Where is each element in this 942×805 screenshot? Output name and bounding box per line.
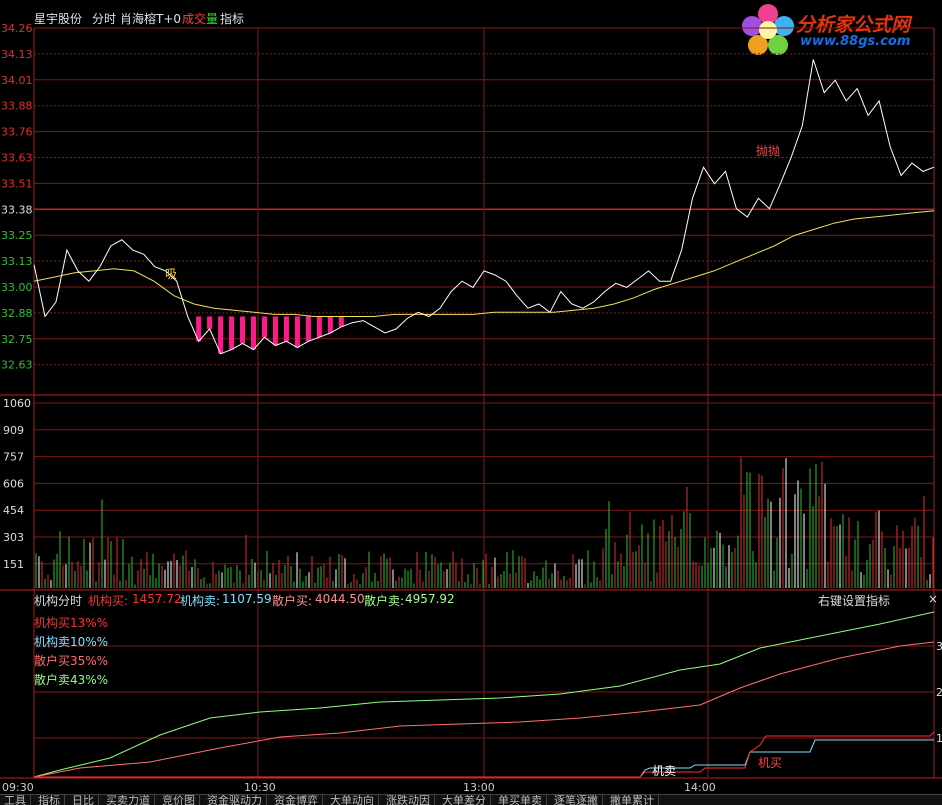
inst-buy-line bbox=[34, 731, 935, 778]
bottom-tab[interactable]: 逐笔逐撇 bbox=[550, 795, 603, 805]
bottom-tab-bar: 工具 指标 日比 买卖力道 竞价图 资金驱动力 资金博弈 大单动向 涨跌动因 大单差分 单买单卖 逐笔… bbox=[0, 794, 942, 805]
x-axis-label: 13:00 bbox=[463, 781, 495, 794]
inst-buy-label: 机构买: bbox=[88, 594, 129, 608]
price-y-label: 32.63 bbox=[1, 359, 33, 372]
bottom-tab[interactable]: 竞价图 bbox=[158, 795, 200, 805]
volume-label-b[interactable]: 量 bbox=[206, 12, 219, 26]
retail-sell-line bbox=[33, 611, 935, 778]
price-y-label: 33.38 bbox=[1, 203, 33, 216]
price-y-label: 33.88 bbox=[1, 100, 33, 113]
retail-buy-value: 4044.50 bbox=[315, 592, 365, 606]
indicator-title: 机构分时 bbox=[34, 594, 83, 608]
right-click-settings[interactable]: 右键设置指标 bbox=[818, 594, 891, 608]
indicator-lines bbox=[33, 611, 935, 778]
price-y-label: 33.51 bbox=[1, 177, 33, 190]
volume-y-label: 303 bbox=[3, 531, 24, 544]
bottom-tab[interactable]: 工具 bbox=[0, 795, 31, 805]
stock-name: 星宇股份 bbox=[34, 12, 83, 26]
mode-label[interactable]: 分时 bbox=[92, 12, 117, 26]
indicator-header: 机构分时 机构买: 1457.72 机构卖: 1107.59 散户买: 4044… bbox=[0, 592, 942, 608]
price-y-label: 33.63 bbox=[1, 152, 33, 165]
legend-retail-sell: 散户卖43%% bbox=[34, 673, 109, 687]
indicator-y-label: 3 bbox=[936, 640, 942, 653]
inst-sell-line bbox=[34, 739, 934, 778]
volume-y-label: 606 bbox=[3, 477, 24, 490]
indicator-y-label: 1 bbox=[936, 732, 942, 745]
legend-retail-buy: 散户买35%% bbox=[34, 654, 109, 668]
volume-y-label: 1060 bbox=[3, 397, 31, 410]
bottom-tab[interactable]: 指标 bbox=[34, 795, 65, 805]
bottom-tab[interactable]: 撇单累计 bbox=[606, 795, 659, 805]
retail-buy-label: 散户买: bbox=[272, 594, 313, 608]
price-y-label: 33.13 bbox=[1, 255, 33, 268]
bottom-tab[interactable]: 单买单卖 bbox=[494, 795, 547, 805]
tab-indicator[interactable]: 指标 bbox=[220, 12, 245, 26]
price-y-label: 34.13 bbox=[1, 48, 33, 61]
price-y-label: 33.76 bbox=[1, 126, 33, 139]
bottom-tab[interactable]: 涨跌动因 bbox=[382, 795, 435, 805]
price-y-labels: 34.26 34.13 34.01 33.88 33.76 33.63 33.51 33.38… bbox=[1, 22, 33, 372]
retail-buy-line bbox=[33, 641, 935, 778]
price-area-fill bbox=[196, 316, 344, 354]
inst-sell-value: 1107.59 bbox=[222, 592, 272, 606]
chart-header: 星宇股份 分时 肖海榕T+0 成交 量 指标 bbox=[0, 0, 942, 28]
bottom-tab[interactable]: 买卖力道 bbox=[102, 795, 155, 805]
logo-title: 分析家公式网 bbox=[796, 14, 911, 36]
retail-sell-label: 散户卖: bbox=[364, 594, 405, 608]
bottom-tab[interactable]: 资金博弈 bbox=[270, 795, 323, 805]
volume-y-label: 909 bbox=[3, 424, 24, 437]
annotation-sell: 抛抛 bbox=[756, 143, 780, 158]
volume-y-label: 757 bbox=[3, 451, 24, 464]
x-axis-label: 14:00 bbox=[684, 781, 716, 794]
grid bbox=[0, 27, 942, 779]
volume-y-label: 151 bbox=[3, 558, 24, 571]
volume-y-labels: 1060 909 757 606 454 303 151 3 2 1 bbox=[3, 397, 942, 745]
indicator-y-label: 2 bbox=[936, 686, 942, 699]
price-y-label: 32.75 bbox=[1, 333, 33, 346]
price-y-label: 32.88 bbox=[1, 307, 33, 320]
close-icon[interactable]: × bbox=[928, 592, 939, 606]
bottom-tab[interactable]: 大单差分 bbox=[438, 795, 491, 805]
inst-sell-label: 机构卖: bbox=[180, 594, 221, 608]
volume-label-a[interactable]: 成交 bbox=[182, 12, 207, 26]
x-axis-label: 09:30 bbox=[2, 781, 34, 794]
x-axis-label: 10:30 bbox=[244, 781, 276, 794]
bottom-tab[interactable]: 大单动向 bbox=[326, 795, 379, 805]
bottom-tab[interactable]: 资金驱动力 bbox=[203, 795, 267, 805]
price-y-label: 33.00 bbox=[1, 281, 33, 294]
inst-buy-value: 1457.72 bbox=[132, 592, 182, 606]
legend-inst-buy: 机构买13%% bbox=[34, 616, 109, 630]
price-y-label: 33.25 bbox=[1, 229, 33, 242]
price-line bbox=[33, 59, 935, 355]
site-logo: 分析家公式网 www.88gs.com bbox=[740, 2, 940, 58]
indicator-name[interactable]: 肖海榕T+0 bbox=[120, 12, 182, 26]
x-axis-labels: 09:30 10:30 13:00 14:00 bbox=[2, 781, 716, 794]
legend-inst-sell: 机构卖10%% bbox=[34, 635, 109, 649]
volume-bars bbox=[35, 456, 934, 588]
volume-y-label: 454 bbox=[3, 504, 24, 517]
price-y-label: 34.26 bbox=[1, 22, 33, 35]
avg-price-line bbox=[33, 210, 935, 317]
flower-logo-icon bbox=[742, 4, 794, 55]
logo-url: www.88gs.com bbox=[800, 34, 911, 49]
price-y-label: 34.01 bbox=[1, 74, 33, 87]
annotation-inst-buy: 机买 bbox=[758, 756, 782, 770]
retail-sell-value: 4957.92 bbox=[405, 592, 455, 606]
bottom-tab[interactable]: 日比 bbox=[68, 795, 99, 805]
annotation-buy: 吸 bbox=[165, 267, 177, 281]
annotation-inst-sell: 机卖 bbox=[652, 764, 676, 778]
